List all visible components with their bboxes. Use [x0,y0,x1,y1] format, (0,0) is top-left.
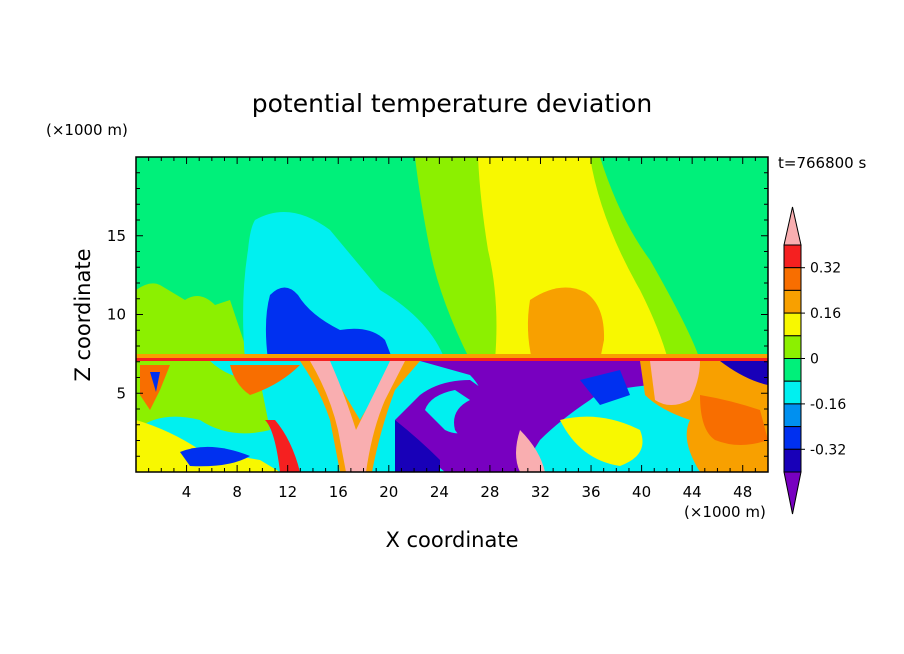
y-tick-label: 10 [107,306,126,324]
x-tick-label: 32 [531,483,550,501]
colorbar-tick-label: -0.16 [810,397,846,413]
colorbar-segment [783,403,802,428]
colorbar-segment [783,289,802,314]
time-label: t=766800 s [778,154,866,172]
colorbar-segment [783,267,802,291]
colorbar: 0.32 0.16 0 -0.16 -0.32 [783,206,846,515]
plot-field [136,157,768,472]
x-tick-label: 36 [581,483,600,501]
x-tick-label: 4 [182,483,192,501]
colorbar-tick-label: 0.16 [810,306,841,322]
x-tick-label: 48 [733,483,752,501]
y-tick-label: 15 [107,227,126,245]
colorbar-segment [783,426,802,450]
x-tick-label: 28 [480,483,499,501]
x-tick-label: 8 [232,483,242,501]
colorbar-segment [783,244,802,269]
colorbar-segment [783,358,802,382]
colorbar-segment [783,380,802,405]
x-unit-label: (×1000 m) [684,503,766,521]
x-tick-label: 12 [278,483,297,501]
x-tick-label: 44 [683,483,702,501]
y-axis: 5 10 15 [107,172,768,457]
colorbar-tick-label: 0.32 [810,261,841,277]
colorbar-tick-label: 0 [810,352,819,368]
y-unit-label: (×1000 m) [46,121,128,139]
y-tick-label: 5 [116,384,126,402]
x-tick-label: 24 [430,483,449,501]
colorbar-extend-top [783,206,802,246]
x-tick-label: 20 [379,483,398,501]
colorbar-extend-bottom [783,471,802,515]
x-tick-label: 40 [632,483,651,501]
x-tick-label: 16 [329,483,348,501]
y-axis-title: Z coordinate [71,248,95,381]
x-axis-title: X coordinate [385,528,518,552]
x-axis: 4 8 12 16 20 24 28 32 36 40 44 48 [148,157,756,501]
colorbar-segment [783,335,802,359]
chart-title: potential temperature deviation [252,89,652,118]
colorbar-segment [783,448,802,473]
colorbar-tick-label: -0.32 [810,442,846,458]
colorbar-segment [783,312,802,337]
